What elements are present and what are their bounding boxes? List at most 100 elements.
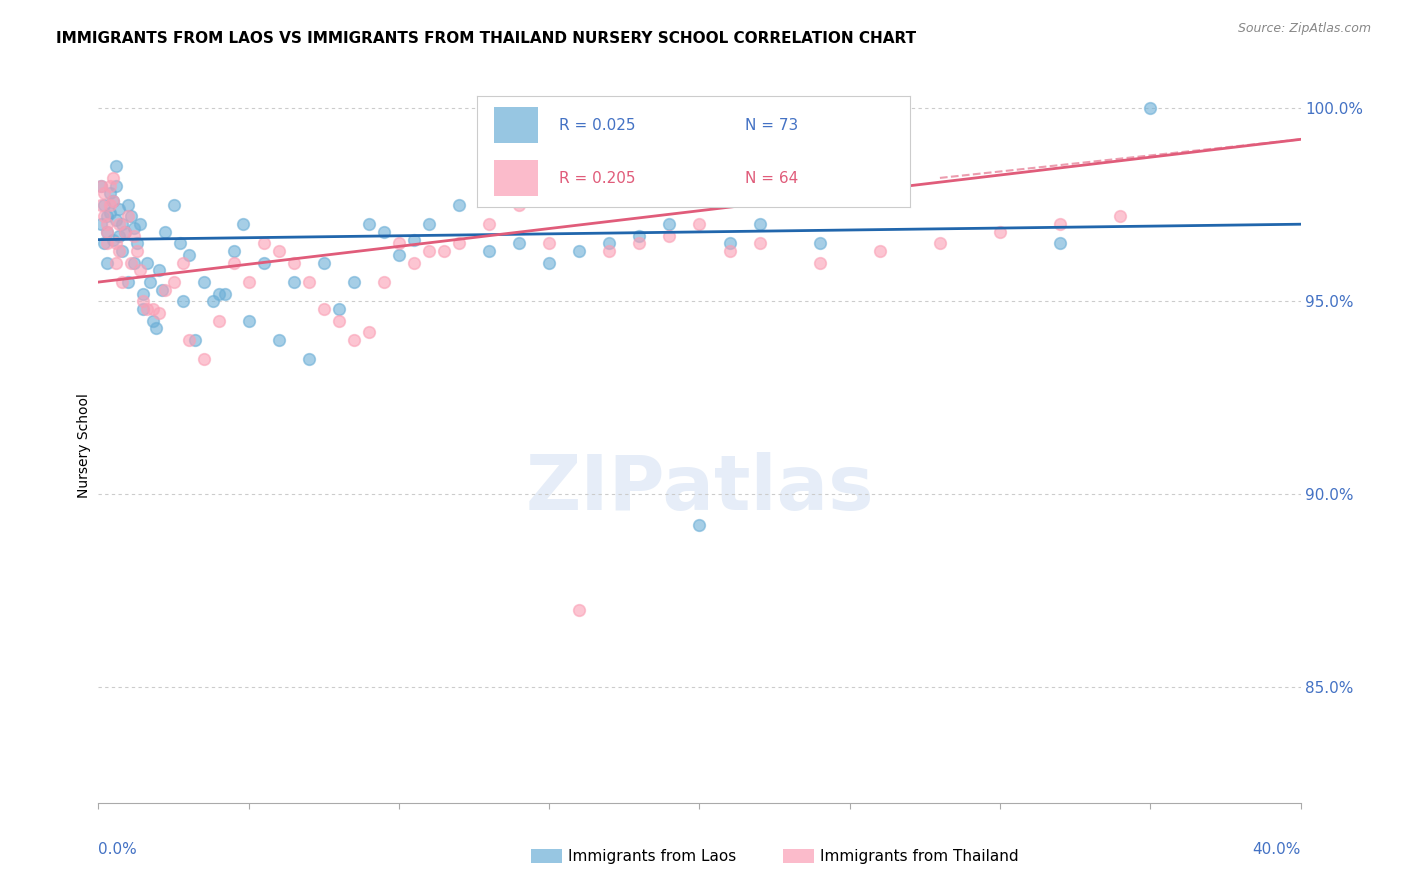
Point — [929, 236, 952, 251]
Point — [193, 352, 215, 367]
Point — [433, 244, 456, 259]
Point — [267, 244, 290, 259]
Point — [658, 228, 681, 243]
Point — [808, 256, 831, 270]
Point — [105, 159, 128, 173]
Point — [238, 275, 260, 289]
Point — [328, 313, 350, 327]
Point — [129, 217, 152, 231]
Point — [90, 178, 112, 193]
Point — [388, 248, 411, 262]
Point — [568, 603, 591, 617]
Point — [478, 217, 501, 231]
Point — [689, 518, 711, 533]
Point — [93, 186, 115, 201]
Point — [111, 244, 134, 259]
Point — [183, 333, 205, 347]
Point — [117, 210, 139, 224]
Point — [96, 236, 118, 251]
Point — [135, 301, 157, 316]
Point — [93, 198, 115, 212]
Point — [689, 217, 711, 231]
Point — [748, 236, 770, 251]
Point — [132, 294, 155, 309]
Point — [447, 236, 470, 251]
Point — [172, 294, 194, 309]
Point — [253, 236, 276, 251]
Point — [105, 256, 128, 270]
Point — [111, 217, 134, 231]
Point — [153, 283, 176, 297]
Point — [105, 213, 128, 227]
Point — [108, 244, 131, 259]
Text: IMMIGRANTS FROM LAOS VS IMMIGRANTS FROM THAILAND NURSERY SCHOOL CORRELATION CHAR: IMMIGRANTS FROM LAOS VS IMMIGRANTS FROM … — [56, 31, 917, 46]
Point — [103, 194, 125, 208]
Y-axis label: Nursery School: Nursery School — [77, 393, 91, 499]
Point — [628, 228, 651, 243]
Point — [103, 170, 125, 185]
Point — [402, 233, 425, 247]
Point — [96, 225, 118, 239]
Point — [103, 233, 125, 247]
Point — [1049, 217, 1071, 231]
Point — [388, 236, 411, 251]
Point — [96, 217, 118, 231]
Point — [141, 313, 163, 327]
Point — [117, 198, 139, 212]
Point — [148, 306, 170, 320]
Point — [357, 325, 380, 339]
Point — [214, 286, 236, 301]
Point — [357, 217, 380, 231]
Point — [312, 301, 335, 316]
Point — [108, 202, 131, 216]
Point — [114, 225, 136, 239]
Point — [869, 244, 891, 259]
Point — [312, 256, 335, 270]
Point — [267, 333, 290, 347]
Point — [96, 210, 118, 224]
Point — [141, 301, 163, 316]
Point — [343, 275, 366, 289]
Point — [508, 198, 530, 212]
Point — [193, 275, 215, 289]
Point — [114, 225, 136, 239]
Point — [108, 217, 131, 231]
Point — [117, 275, 139, 289]
Point — [132, 301, 155, 316]
Point — [93, 236, 115, 251]
Point — [132, 286, 155, 301]
Point — [232, 217, 254, 231]
Point — [90, 217, 112, 231]
Point — [283, 256, 305, 270]
Point — [208, 286, 231, 301]
Point — [373, 225, 395, 239]
Point — [748, 217, 770, 231]
Point — [628, 236, 651, 251]
Point — [1109, 210, 1132, 224]
Point — [90, 178, 112, 193]
Point — [658, 217, 681, 231]
Point — [328, 301, 350, 316]
Point — [478, 244, 501, 259]
Point — [1049, 236, 1071, 251]
Point — [222, 244, 245, 259]
Point — [808, 236, 831, 251]
Point — [93, 210, 115, 224]
Point — [418, 244, 440, 259]
Text: 0.0%: 0.0% — [98, 842, 138, 857]
Point — [253, 256, 276, 270]
Point — [418, 217, 440, 231]
Point — [718, 244, 741, 259]
Point — [343, 333, 366, 347]
Point — [1139, 102, 1161, 116]
Point — [121, 256, 143, 270]
Point — [538, 236, 561, 251]
Point — [124, 256, 146, 270]
Point — [283, 275, 305, 289]
Point — [105, 178, 128, 193]
Point — [111, 275, 134, 289]
Point — [508, 236, 530, 251]
Point — [124, 228, 146, 243]
Point — [718, 236, 741, 251]
Point — [100, 205, 122, 219]
